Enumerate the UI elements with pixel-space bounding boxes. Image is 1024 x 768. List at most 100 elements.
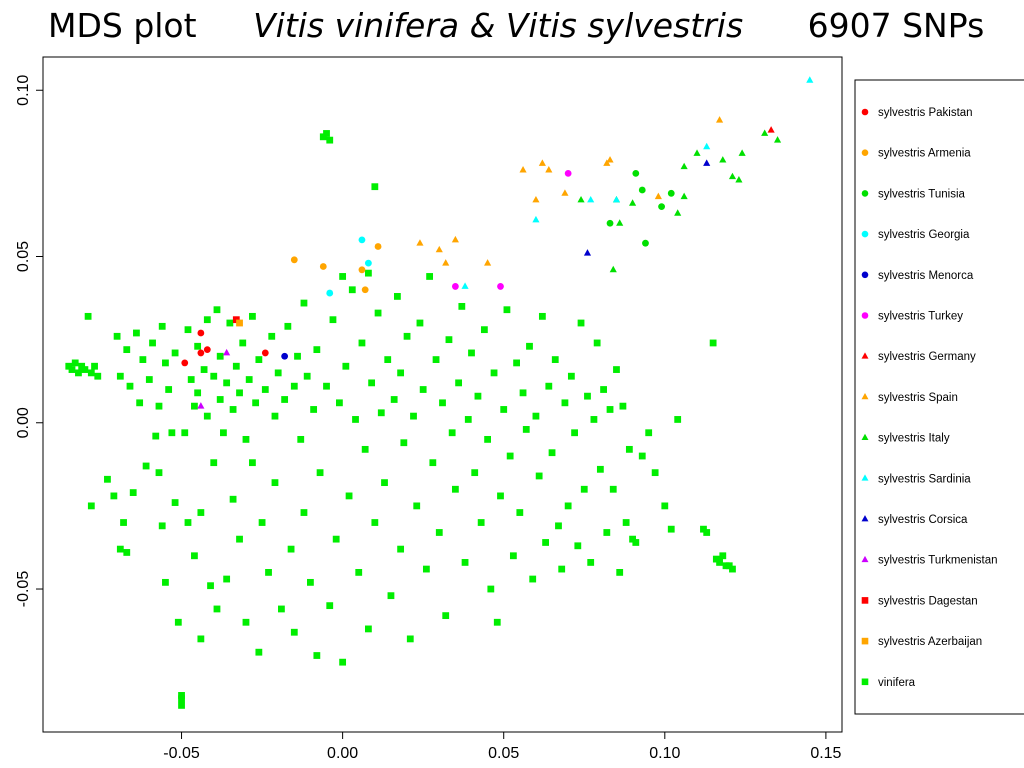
data-point bbox=[329, 316, 337, 324]
data-point bbox=[139, 356, 147, 363]
legend-label: sylvestris Italy bbox=[878, 433, 950, 445]
data-point bbox=[364, 625, 372, 633]
data-point bbox=[419, 386, 427, 393]
data-point bbox=[532, 195, 540, 203]
data-point bbox=[261, 349, 269, 357]
data-point bbox=[519, 389, 527, 397]
data-point bbox=[580, 485, 588, 493]
data-point bbox=[133, 329, 140, 337]
data-point bbox=[548, 449, 556, 457]
data-point bbox=[658, 203, 665, 211]
data-point bbox=[81, 366, 89, 373]
data-point bbox=[622, 519, 630, 526]
data-point bbox=[406, 635, 414, 643]
data-point bbox=[197, 635, 205, 643]
data-point bbox=[516, 509, 524, 516]
legend-marker bbox=[861, 271, 869, 279]
data-point bbox=[236, 319, 243, 327]
legend-label: sylvestris Turkmenistan bbox=[878, 555, 998, 567]
data-point bbox=[242, 618, 250, 626]
data-point bbox=[451, 485, 459, 493]
data-point bbox=[545, 382, 553, 390]
data-point bbox=[116, 372, 124, 380]
data-point bbox=[522, 426, 530, 433]
data-point bbox=[75, 369, 82, 377]
data-point bbox=[152, 432, 160, 440]
data-point bbox=[213, 306, 221, 314]
legend-label: sylvestris Germany bbox=[878, 351, 976, 363]
data-point bbox=[561, 399, 569, 407]
data-point bbox=[371, 519, 379, 526]
y-tick-label: 0.05 bbox=[15, 241, 32, 272]
data-point bbox=[596, 465, 604, 473]
data-point bbox=[410, 412, 417, 420]
data-point bbox=[352, 416, 359, 423]
data-point bbox=[290, 382, 298, 390]
data-point bbox=[348, 286, 356, 294]
data-point bbox=[735, 176, 743, 183]
legend-marker bbox=[861, 312, 869, 319]
data-point bbox=[358, 236, 366, 244]
data-point bbox=[126, 382, 134, 390]
data-point bbox=[361, 445, 369, 453]
data-point bbox=[577, 319, 585, 327]
data-point bbox=[583, 249, 592, 256]
legend-marker bbox=[861, 433, 869, 440]
data-point bbox=[123, 549, 131, 556]
data-point bbox=[651, 469, 659, 477]
data-point bbox=[603, 159, 611, 166]
data-point bbox=[413, 502, 421, 510]
data-point bbox=[342, 362, 350, 370]
data-point bbox=[667, 525, 675, 533]
data-point bbox=[538, 159, 546, 166]
data-point bbox=[654, 192, 662, 200]
legend-label: sylvestris Corsica bbox=[878, 514, 968, 526]
data-point bbox=[806, 76, 814, 83]
data-point bbox=[203, 316, 211, 324]
slide-title: MDS plot Vitis vinifera & Vitis sylvestr… bbox=[48, 6, 984, 52]
data-point bbox=[223, 575, 231, 583]
data-point bbox=[252, 399, 260, 407]
data-point bbox=[593, 339, 601, 347]
legend-marker bbox=[861, 190, 869, 197]
data-point bbox=[326, 602, 334, 610]
data-point bbox=[361, 286, 369, 294]
data-point bbox=[629, 199, 637, 206]
data-point bbox=[210, 459, 218, 467]
data-point bbox=[606, 406, 614, 413]
data-point bbox=[171, 349, 179, 357]
data-point bbox=[136, 399, 144, 407]
data-point bbox=[661, 502, 669, 510]
data-point bbox=[274, 369, 282, 377]
data-point bbox=[451, 283, 459, 290]
data-point bbox=[249, 459, 256, 467]
x-tick-label: 0.15 bbox=[810, 745, 841, 762]
data-point bbox=[719, 552, 727, 560]
data-point bbox=[300, 509, 308, 516]
data-point bbox=[94, 372, 102, 380]
data-point bbox=[564, 169, 572, 177]
plot-area bbox=[65, 76, 814, 709]
data-point bbox=[538, 312, 546, 320]
data-point bbox=[503, 306, 511, 314]
legend-label: sylvestris Georgia bbox=[878, 229, 970, 241]
data-point bbox=[638, 186, 646, 194]
data-point bbox=[200, 366, 208, 373]
data-point bbox=[542, 539, 549, 546]
data-point bbox=[422, 565, 430, 573]
data-point bbox=[316, 469, 324, 477]
data-point bbox=[500, 406, 508, 413]
data-point bbox=[116, 545, 124, 553]
data-point bbox=[709, 339, 717, 347]
data-point bbox=[261, 386, 269, 393]
data-point bbox=[87, 369, 95, 377]
data-point bbox=[162, 578, 169, 586]
data-point bbox=[71, 359, 79, 367]
data-point bbox=[158, 322, 166, 330]
data-point bbox=[612, 195, 621, 203]
data-point bbox=[355, 568, 363, 576]
data-point bbox=[203, 346, 211, 354]
legend-marker bbox=[861, 393, 869, 400]
legend-label: sylvestris Tunisia bbox=[878, 188, 966, 200]
